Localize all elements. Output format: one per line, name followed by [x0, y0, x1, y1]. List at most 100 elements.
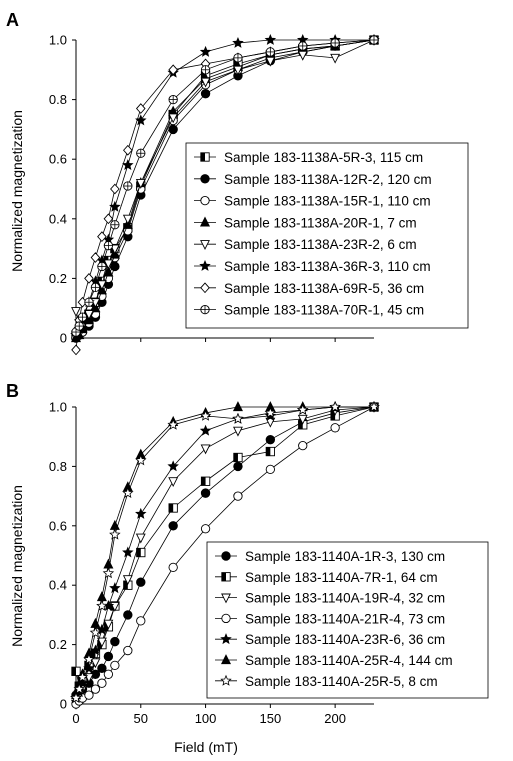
legend-marker	[200, 195, 210, 206]
data-point	[135, 507, 147, 519]
panel-b-axes: 0 0.2 0.4 0.6 0.8 1.0 0 50 100 150 200	[49, 400, 374, 726]
data-point	[298, 41, 308, 51]
data-point	[200, 476, 211, 486]
panel-a-y-axis-label: Normalized magnetization	[9, 110, 25, 272]
data-point	[369, 35, 379, 45]
data-point	[232, 412, 244, 424]
legend-label: Sample 183-1138A-20R-1, 7 cm	[224, 215, 417, 230]
y-tick-label: 0	[60, 331, 67, 346]
legend-label: Sample 183-1138A-36R-3, 110 cm	[224, 259, 431, 274]
data-point	[96, 591, 107, 602]
data-point	[109, 582, 121, 594]
data-point	[135, 103, 146, 114]
data-point	[70, 692, 82, 703]
x-tick-label: 0	[72, 711, 79, 726]
y-tick-label: 0.8	[49, 92, 67, 107]
data-point	[89, 626, 102, 638]
legend-marker	[221, 613, 231, 624]
data-point	[90, 252, 101, 263]
data-point	[233, 65, 243, 76]
legend-item: Sample 183-1138A-20R-1, 7 cm	[194, 215, 417, 230]
legend-item: Sample 183-1138A-36R-3, 110 cm	[194, 259, 431, 274]
panel-b: B Normalized magnetization 0 0.2 0.4 0.6 0.8…	[6, 381, 489, 726]
data-point	[103, 619, 114, 630]
legend-marker	[199, 216, 211, 227]
data-point	[83, 662, 95, 674]
legend-marker	[199, 259, 211, 271]
legend-item: Sample 183-1138A-70R-1, 45 cm	[194, 303, 424, 318]
data-point	[330, 423, 340, 433]
panel-b-y-axis-label: Normalized magnetization	[9, 485, 25, 647]
legend-label: Sample 183-1138A-70R-1, 45 cm	[224, 303, 424, 318]
series-7	[70, 400, 380, 703]
data-point	[298, 440, 308, 451]
data-point	[233, 426, 243, 437]
data-point	[97, 261, 107, 272]
data-point	[233, 461, 243, 472]
legend-label: Sample 183-1140A-19R-4, 32 cm	[245, 591, 445, 606]
data-point	[265, 446, 275, 457]
legend-item: Sample 183-1140A-1R-3, 130 cm	[215, 549, 445, 564]
data-point	[136, 547, 146, 558]
data-point	[135, 454, 147, 466]
data-point	[200, 77, 211, 88]
legend-item: Sample 183-1138A-69R-5, 36 cm	[194, 281, 424, 296]
data-point	[123, 645, 133, 656]
data-point	[97, 663, 107, 674]
data-point	[168, 113, 179, 124]
legend-marker	[200, 174, 210, 184]
data-point	[168, 521, 178, 531]
data-point	[103, 259, 114, 270]
data-point	[71, 344, 81, 356]
legend-label: Sample 183-1140A-25R-4, 144 cm	[245, 653, 453, 668]
data-point	[123, 144, 133, 156]
data-point	[200, 65, 211, 75]
y-tick-label: 1.0	[49, 33, 67, 48]
data-point	[200, 488, 211, 498]
panel-a: A Normalized magnetization 0 0.2 0.4 0.6 0.8…	[6, 10, 469, 356]
legend-label: Sample 183-1140A-23R-6, 36 cm	[245, 632, 445, 647]
data-point	[232, 36, 244, 48]
legend-label: Sample 183-1140A-25R-5, 8 cm	[245, 674, 438, 689]
data-point	[330, 53, 341, 64]
data-point	[96, 599, 108, 611]
legend-marker	[200, 304, 210, 315]
data-point	[73, 683, 85, 695]
series-4	[71, 402, 379, 709]
data-point	[168, 64, 178, 76]
data-point	[122, 159, 134, 171]
data-point	[77, 312, 88, 322]
y-tick-label: 1.0	[49, 400, 67, 415]
panel-a-series	[70, 33, 380, 356]
panel-a-axes: 0 0.2 0.4 0.6 0.8 1.0	[49, 33, 374, 346]
data-point	[168, 562, 178, 573]
legend-label: Sample 183-1140A-21R-4, 73 cm	[245, 611, 445, 626]
data-point	[199, 409, 212, 421]
data-point	[264, 406, 277, 418]
x-axis-label: Field (mT)	[174, 739, 238, 755]
data-point	[200, 88, 211, 99]
data-point	[200, 524, 211, 534]
legend-item: Sample 183-1140A-19R-4, 32 cm	[215, 591, 445, 606]
data-point	[90, 658, 101, 669]
data-point	[167, 418, 179, 430]
legend-marker	[200, 240, 210, 251]
panel-b-series	[70, 400, 380, 710]
data-point	[71, 307, 81, 317]
legend-marker	[200, 282, 210, 294]
legend-item: Sample 183-1140A-25R-4, 144 cm	[215, 653, 453, 668]
y-tick-label: 0.2	[49, 271, 67, 286]
data-point	[110, 220, 120, 230]
legend-item: Sample 183-1138A-23R-2, 6 cm	[194, 237, 417, 252]
data-point	[123, 181, 133, 191]
data-point	[109, 528, 121, 540]
data-point	[200, 444, 211, 455]
data-point	[84, 297, 94, 307]
y-tick-label: 0.6	[49, 152, 67, 167]
data-point	[110, 660, 120, 671]
data-point	[135, 533, 146, 544]
legend-marker	[200, 152, 210, 162]
data-point	[330, 38, 340, 48]
series-8	[71, 35, 379, 337]
data-point	[233, 491, 243, 501]
